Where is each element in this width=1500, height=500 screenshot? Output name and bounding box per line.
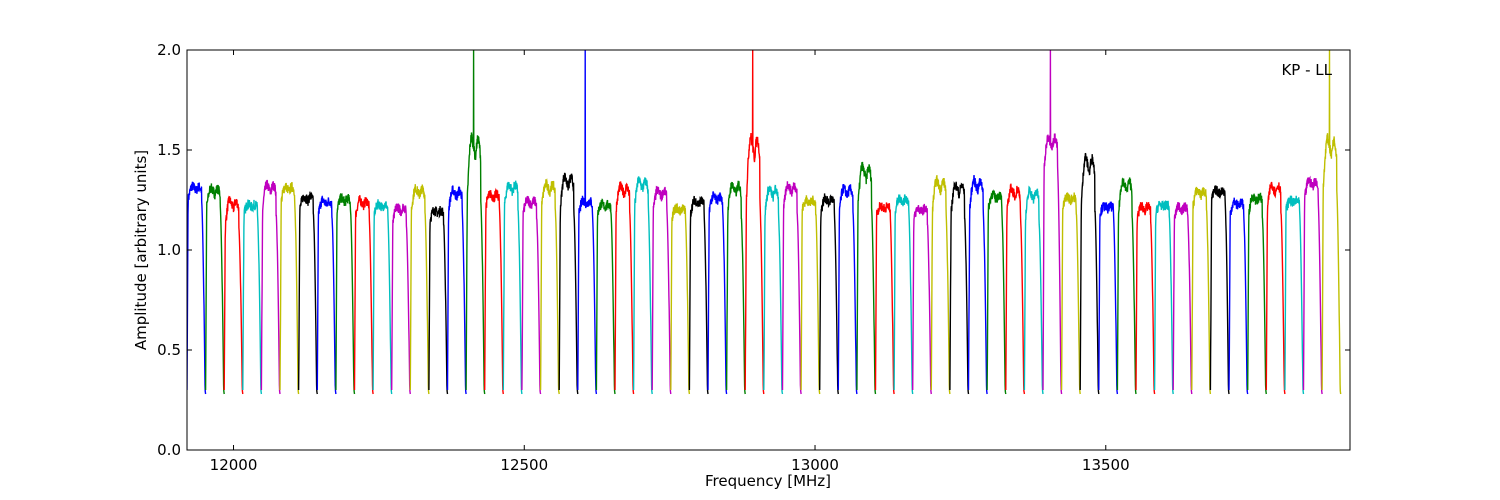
series-line <box>912 203 932 395</box>
series-line <box>1023 185 1044 395</box>
x-tick-label: 12500 <box>500 456 548 474</box>
series-line <box>1098 201 1119 395</box>
series-line <box>632 176 653 395</box>
series-line <box>372 199 393 395</box>
series-line <box>930 175 951 395</box>
series-line <box>595 198 616 395</box>
series-line <box>614 181 635 395</box>
series-line <box>688 195 709 395</box>
series-line <box>465 50 486 395</box>
series-line <box>297 191 318 395</box>
x-tick-label: 13500 <box>1082 456 1130 474</box>
series-line <box>279 182 300 395</box>
x-axis-label: Frequency [MHz] <box>705 472 831 490</box>
series-line <box>1209 185 1230 395</box>
y-tick-label: 1.5 <box>157 141 181 159</box>
series-line <box>781 181 802 395</box>
y-tick-label: 0.0 <box>157 441 181 459</box>
series-line <box>521 195 542 395</box>
series-line <box>223 195 244 395</box>
baseline-annotation: KP - LL <box>1281 61 1332 79</box>
series-line <box>353 195 374 395</box>
series-line <box>800 195 821 395</box>
series-line <box>949 181 970 395</box>
series-line <box>986 189 1007 395</box>
y-tick-label: 1.0 <box>157 241 181 259</box>
series-line <box>1153 200 1174 395</box>
y-axis: 0.0 0.5 1.0 1.5 2.0 <box>157 41 1350 459</box>
series-line <box>502 180 523 395</box>
series-line <box>409 184 430 395</box>
series-line <box>204 183 225 395</box>
series-line <box>1302 175 1323 395</box>
series-line <box>260 179 281 395</box>
series-line <box>1135 201 1156 395</box>
x-tick-label: 13000 <box>791 456 839 474</box>
series-line <box>893 194 914 395</box>
x-axis: 12000 12500 13000 13500 <box>210 50 1130 474</box>
series-line <box>819 193 839 395</box>
series-line <box>1042 50 1063 395</box>
y-tick-label: 0.5 <box>157 341 181 359</box>
series-line <box>1116 177 1137 395</box>
series-line <box>1321 50 1342 395</box>
y-tick-label: 2.0 <box>157 41 181 59</box>
series-line <box>837 183 858 395</box>
series-line <box>874 202 895 395</box>
series-line <box>1191 186 1212 395</box>
series-line <box>1079 152 1100 395</box>
plot-area <box>187 50 1350 450</box>
series-line <box>670 202 691 395</box>
series-line <box>725 180 746 395</box>
series-line <box>1005 183 1026 395</box>
series-line <box>1265 181 1286 395</box>
series-line <box>446 185 467 395</box>
series-line <box>335 192 356 395</box>
series-line <box>1246 192 1267 395</box>
x-tick-label: 12000 <box>210 456 258 474</box>
series-line <box>967 174 988 395</box>
series-line <box>1060 192 1081 395</box>
series-line <box>856 161 877 395</box>
series-line <box>651 185 672 395</box>
series-line <box>558 172 579 395</box>
series-line <box>744 50 765 395</box>
series-line <box>1172 201 1193 395</box>
series-line <box>428 205 449 395</box>
series-line <box>391 203 411 395</box>
series-line <box>539 178 560 395</box>
series-line <box>1228 197 1249 395</box>
series-line <box>1284 195 1305 395</box>
series-line <box>316 195 337 395</box>
series-line <box>763 184 784 395</box>
series-layer <box>187 50 1342 395</box>
series-line <box>242 199 263 395</box>
series-line <box>707 191 728 395</box>
series-line <box>484 187 504 395</box>
y-axis-label: Amplitude [arbitrary units] <box>132 150 150 350</box>
series-line <box>187 181 207 395</box>
series-line <box>577 50 598 395</box>
